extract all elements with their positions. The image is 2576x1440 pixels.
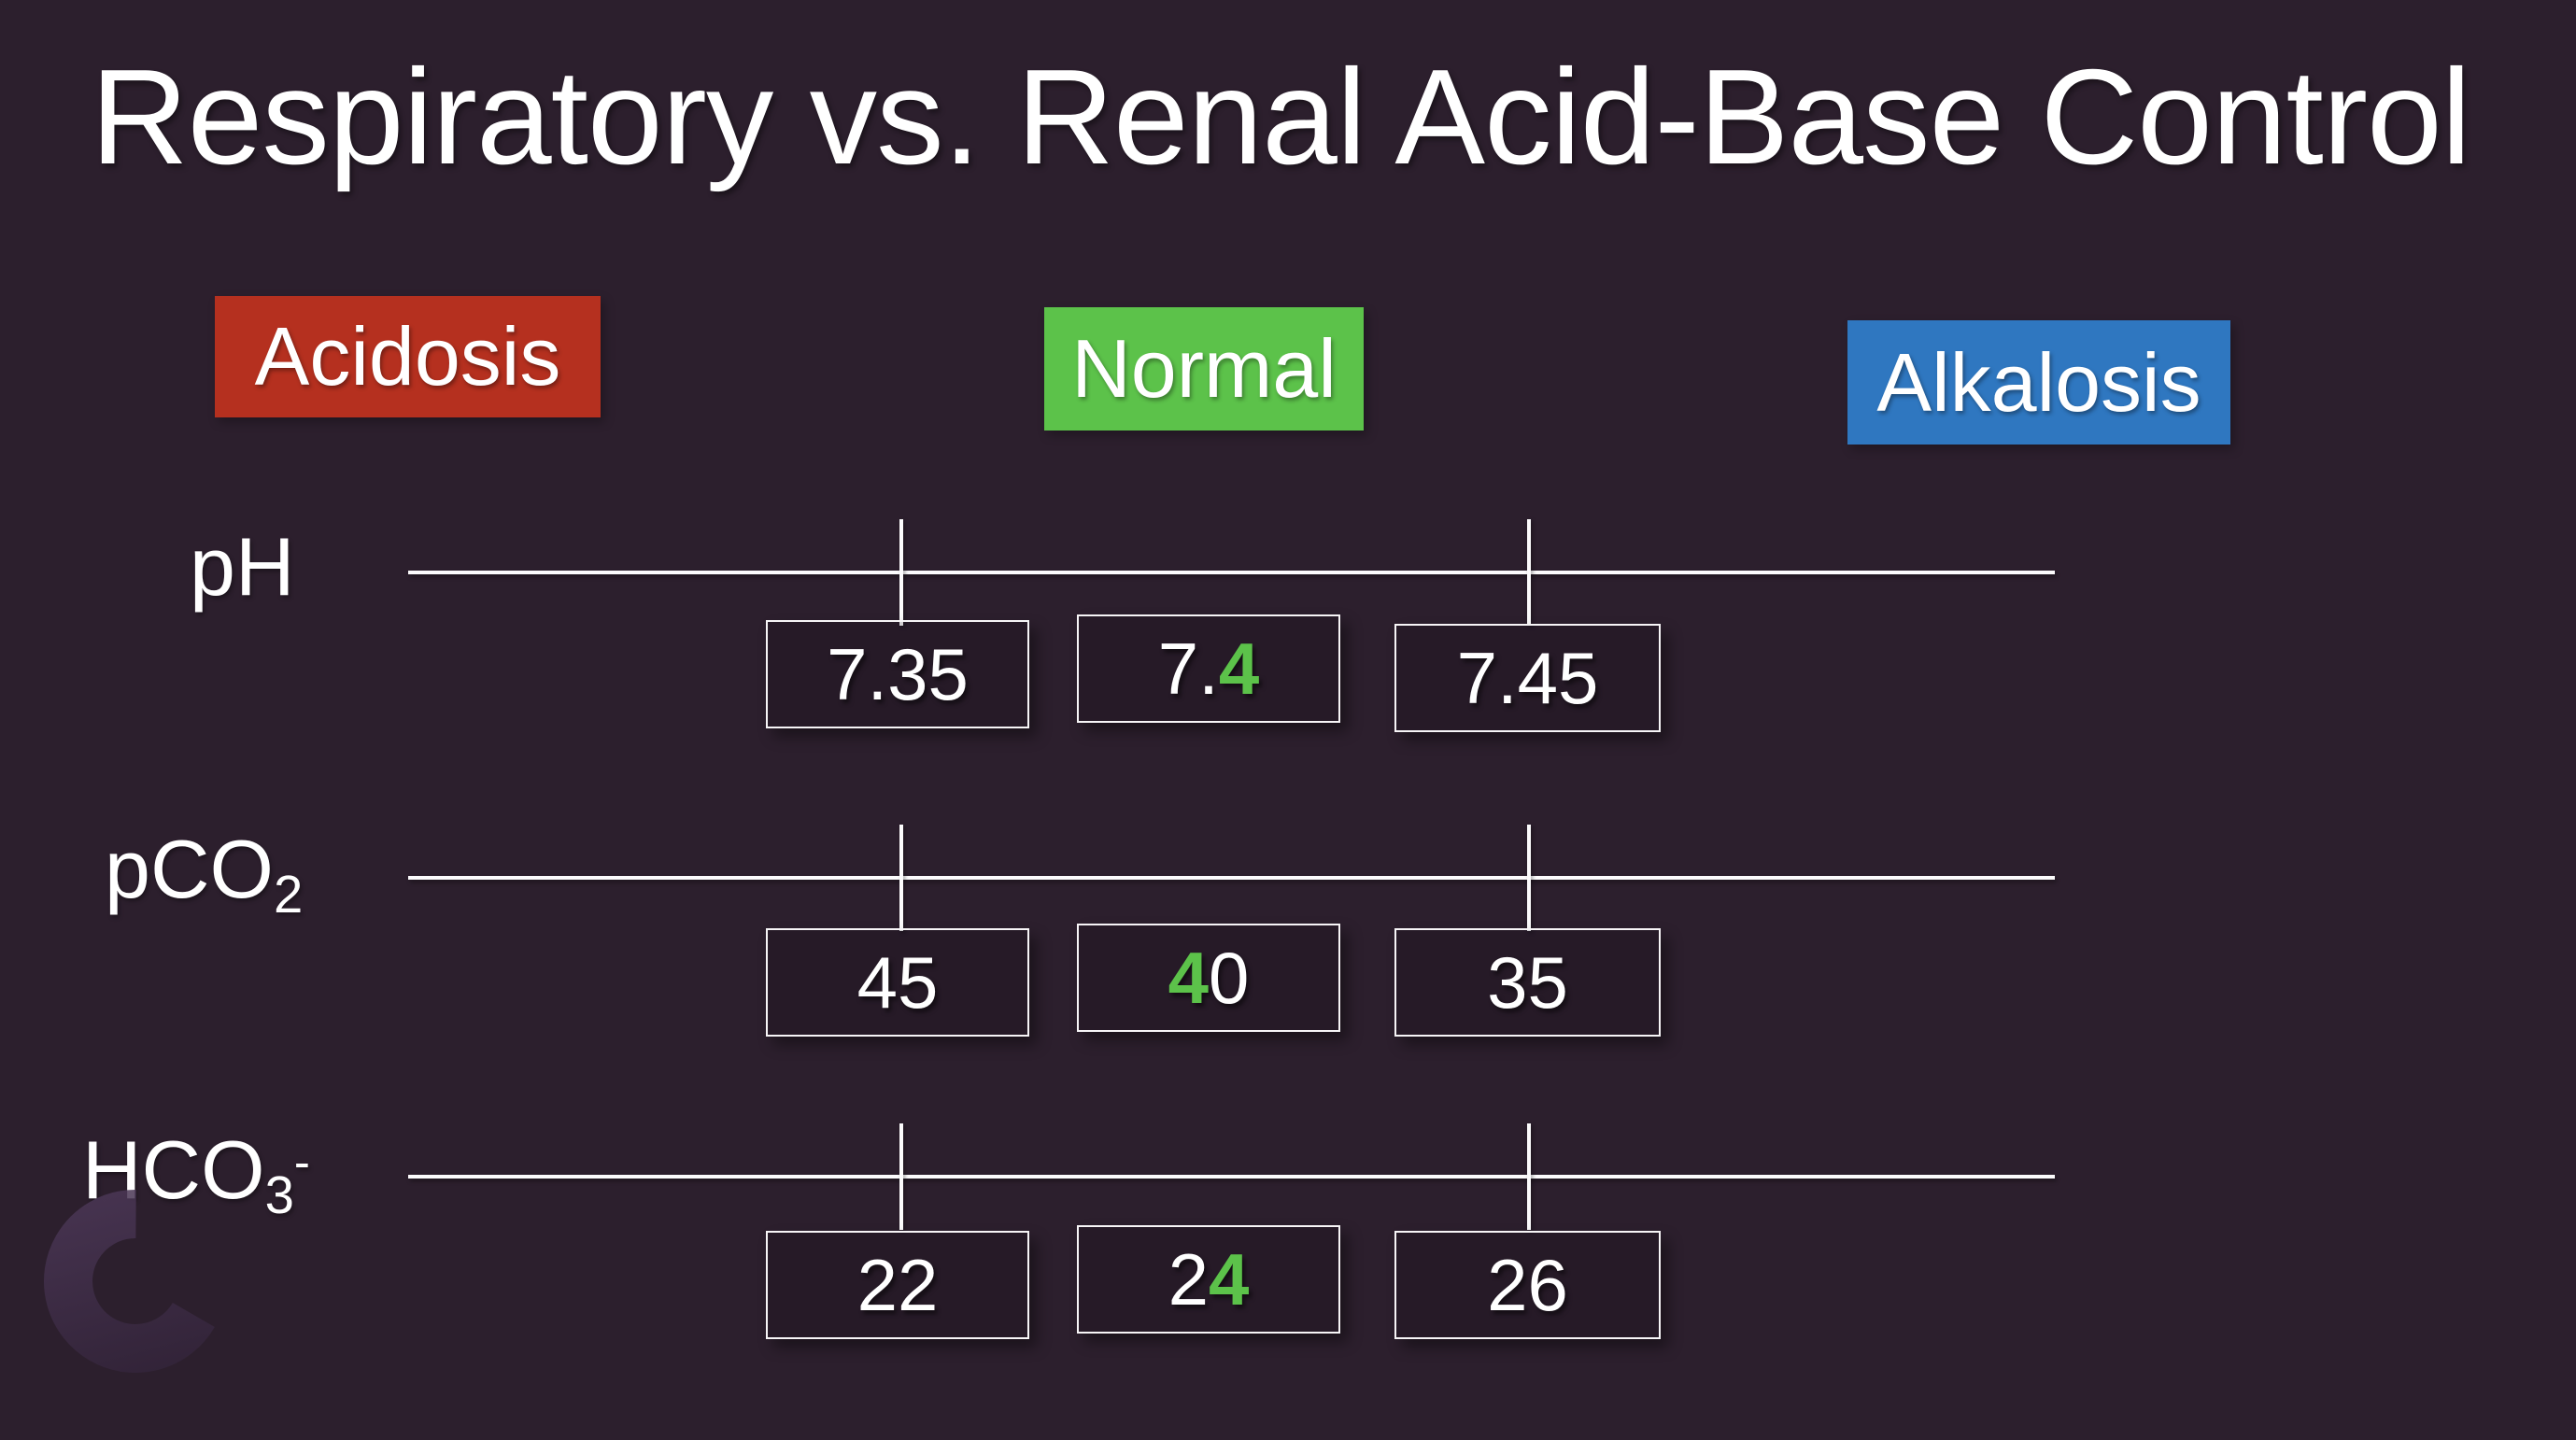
- value-text: 26: [1487, 1243, 1568, 1326]
- row-label-main: pCO: [105, 823, 274, 915]
- value-text: 22: [856, 1243, 939, 1326]
- row-label-main: pH: [190, 520, 295, 613]
- row-label-ph: pH: [190, 519, 295, 622]
- tick-mark-high: [1527, 1123, 1531, 1230]
- value-box-high: 7.45: [1394, 624, 1661, 732]
- scale-line: [408, 1175, 2055, 1179]
- value-text: 0: [1209, 936, 1250, 1019]
- value-box-normal: 7. 4: [1077, 614, 1340, 723]
- row-label-superscript: -: [293, 1135, 310, 1189]
- tick-mark-low: [899, 519, 903, 626]
- row-label-subscript: 2: [273, 864, 304, 924]
- value-text: 7.35: [827, 632, 969, 715]
- alkalosis-band-label: Alkalosis: [1847, 320, 2230, 445]
- value-box-high: 35: [1394, 928, 1661, 1037]
- value-text: 45: [856, 940, 939, 1024]
- value-text: 35: [1487, 940, 1568, 1024]
- value-text: 2: [1168, 1237, 1209, 1320]
- row-label-subscript: 3: [264, 1165, 294, 1224]
- value-box-high: 26: [1394, 1231, 1661, 1339]
- acidosis-band-label: Acidosis: [215, 296, 601, 417]
- scale-line: [408, 571, 2055, 574]
- highlighted-digit: 4: [1168, 936, 1209, 1019]
- value-text: 7.: [1157, 627, 1219, 710]
- normal-band-label: Normal: [1044, 307, 1364, 431]
- tick-mark-high: [1527, 519, 1531, 626]
- tick-mark-high: [1527, 825, 1531, 931]
- tick-mark-low: [899, 1123, 903, 1230]
- value-text: 7.45: [1456, 636, 1599, 719]
- highlighted-digit: 4: [1218, 627, 1260, 710]
- value-box-low: 45: [766, 928, 1029, 1037]
- value-box-low: 22: [766, 1231, 1029, 1339]
- highlighted-digit: 4: [1209, 1237, 1250, 1320]
- row-label-pco2: pCO2: [105, 822, 303, 925]
- tick-mark-low: [899, 825, 903, 931]
- value-box-low: 7.35: [766, 620, 1029, 728]
- scale-line: [408, 876, 2055, 880]
- slide-title: Respiratory vs. Renal Acid-Base Control: [91, 41, 2471, 192]
- donut-watermark-icon: [44, 1190, 227, 1373]
